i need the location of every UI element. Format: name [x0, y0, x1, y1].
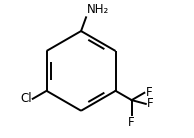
- Text: NH₂: NH₂: [87, 3, 109, 16]
- Text: F: F: [128, 116, 135, 129]
- Text: Cl: Cl: [20, 92, 32, 105]
- Text: F: F: [145, 86, 152, 99]
- Text: F: F: [147, 97, 153, 110]
